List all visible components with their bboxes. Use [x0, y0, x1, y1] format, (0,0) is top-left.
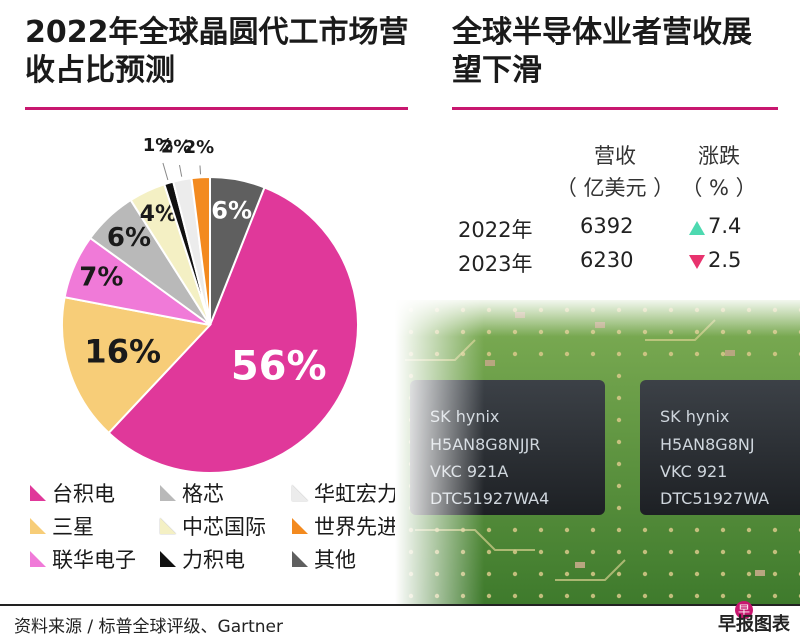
slice-label: 16% — [84, 332, 161, 370]
row-year: 2023年 — [458, 252, 533, 276]
table-title-underline — [452, 107, 778, 110]
row-year: 2022年 — [458, 218, 533, 242]
brand-logo: 早 — [735, 601, 753, 619]
legend-item: 联华电子 — [30, 544, 136, 574]
row-revenue: 6230 — [580, 248, 634, 272]
slice-label: 56% — [231, 344, 327, 390]
legend-swatch-icon — [30, 551, 46, 567]
legend-label: 中芯国际 — [182, 515, 266, 539]
row-change: 7.4 — [708, 214, 742, 238]
chart-title: 2022年全球晶圆代工市场营收占比预测 — [25, 15, 409, 88]
pie-slice-三星 — [61, 296, 212, 435]
legend-item: 华虹宏力 — [292, 478, 398, 508]
legend-label: 世界先进 — [314, 515, 398, 539]
legend-swatch-icon — [30, 485, 46, 501]
revenue-table: 营收 （ 亿美元 ） 涨跌 （ % ） 2022年 6392 7.4 2023年… — [452, 140, 792, 280]
slice-label: 2% — [161, 137, 192, 158]
slice-label: 7% — [79, 262, 123, 292]
legend-label: 台积电 — [52, 482, 115, 506]
legend-item: 格芯 — [160, 478, 224, 508]
legend-swatch-icon — [160, 518, 176, 534]
legend-swatch-icon — [292, 518, 308, 534]
footer-divider — [0, 604, 800, 606]
legend-item: 中芯国际 — [160, 511, 266, 541]
legend-swatch-icon — [292, 485, 308, 501]
legend-item: 其他 — [292, 544, 356, 574]
revenue-header: 营收 — [594, 144, 636, 168]
legend-item: 三星 — [30, 511, 94, 541]
pie-slice-台积电 — [107, 186, 359, 474]
legend-label: 三星 — [52, 515, 94, 539]
slice-label: 6% — [107, 223, 151, 253]
up-arrow-icon — [689, 221, 705, 235]
legend-swatch-icon — [160, 485, 176, 501]
legend-swatch-icon — [292, 551, 308, 567]
leader-line — [162, 162, 169, 181]
legend-label: 华虹宏力 — [314, 482, 398, 506]
slice-label: 1% — [143, 135, 174, 156]
slice-label: 6% — [211, 197, 252, 225]
leader-line — [179, 164, 183, 177]
title-underline — [25, 107, 408, 110]
leader-line — [199, 165, 202, 175]
source-note: 资料来源 / 标普全球评级、Gartner — [14, 617, 284, 637]
table-title: 全球半导体业者营收展望下滑 — [452, 15, 752, 88]
slice-label: 2% — [184, 137, 215, 158]
legend-label: 力积电 — [182, 548, 245, 572]
legend-item: 台积电 — [30, 478, 115, 508]
memory-chip-photo: SK hynix H5AN8G8NJJR VKC 921A DTC51927WA… — [395, 300, 800, 605]
legend-label: 其他 — [314, 548, 356, 572]
legend: 台积电 格芯 华虹宏力三星 中芯国际 世界先进联华电子 力积电 其他 — [30, 478, 430, 588]
revenue-unit-header: （ 亿美元 ） — [555, 176, 675, 200]
pie-slice-其他 — [209, 175, 266, 326]
legend-label: 格芯 — [182, 482, 224, 506]
down-arrow-icon — [689, 255, 705, 269]
legend-label: 联华电子 — [52, 548, 136, 572]
pie-chart: 56%16%7%6%4%1%2%2%6% — [61, 135, 359, 474]
row-revenue: 6392 — [580, 214, 634, 238]
legend-item: 世界先进 — [292, 511, 398, 541]
change-unit-header: （ % ） — [681, 176, 757, 200]
row-change: 2.5 — [708, 248, 742, 272]
change-header: 涨跌 — [698, 144, 740, 168]
legend-swatch-icon — [160, 551, 176, 567]
brand-label: 早报图表 — [718, 614, 790, 635]
legend-swatch-icon — [30, 518, 46, 534]
legend-item: 力积电 — [160, 544, 245, 574]
